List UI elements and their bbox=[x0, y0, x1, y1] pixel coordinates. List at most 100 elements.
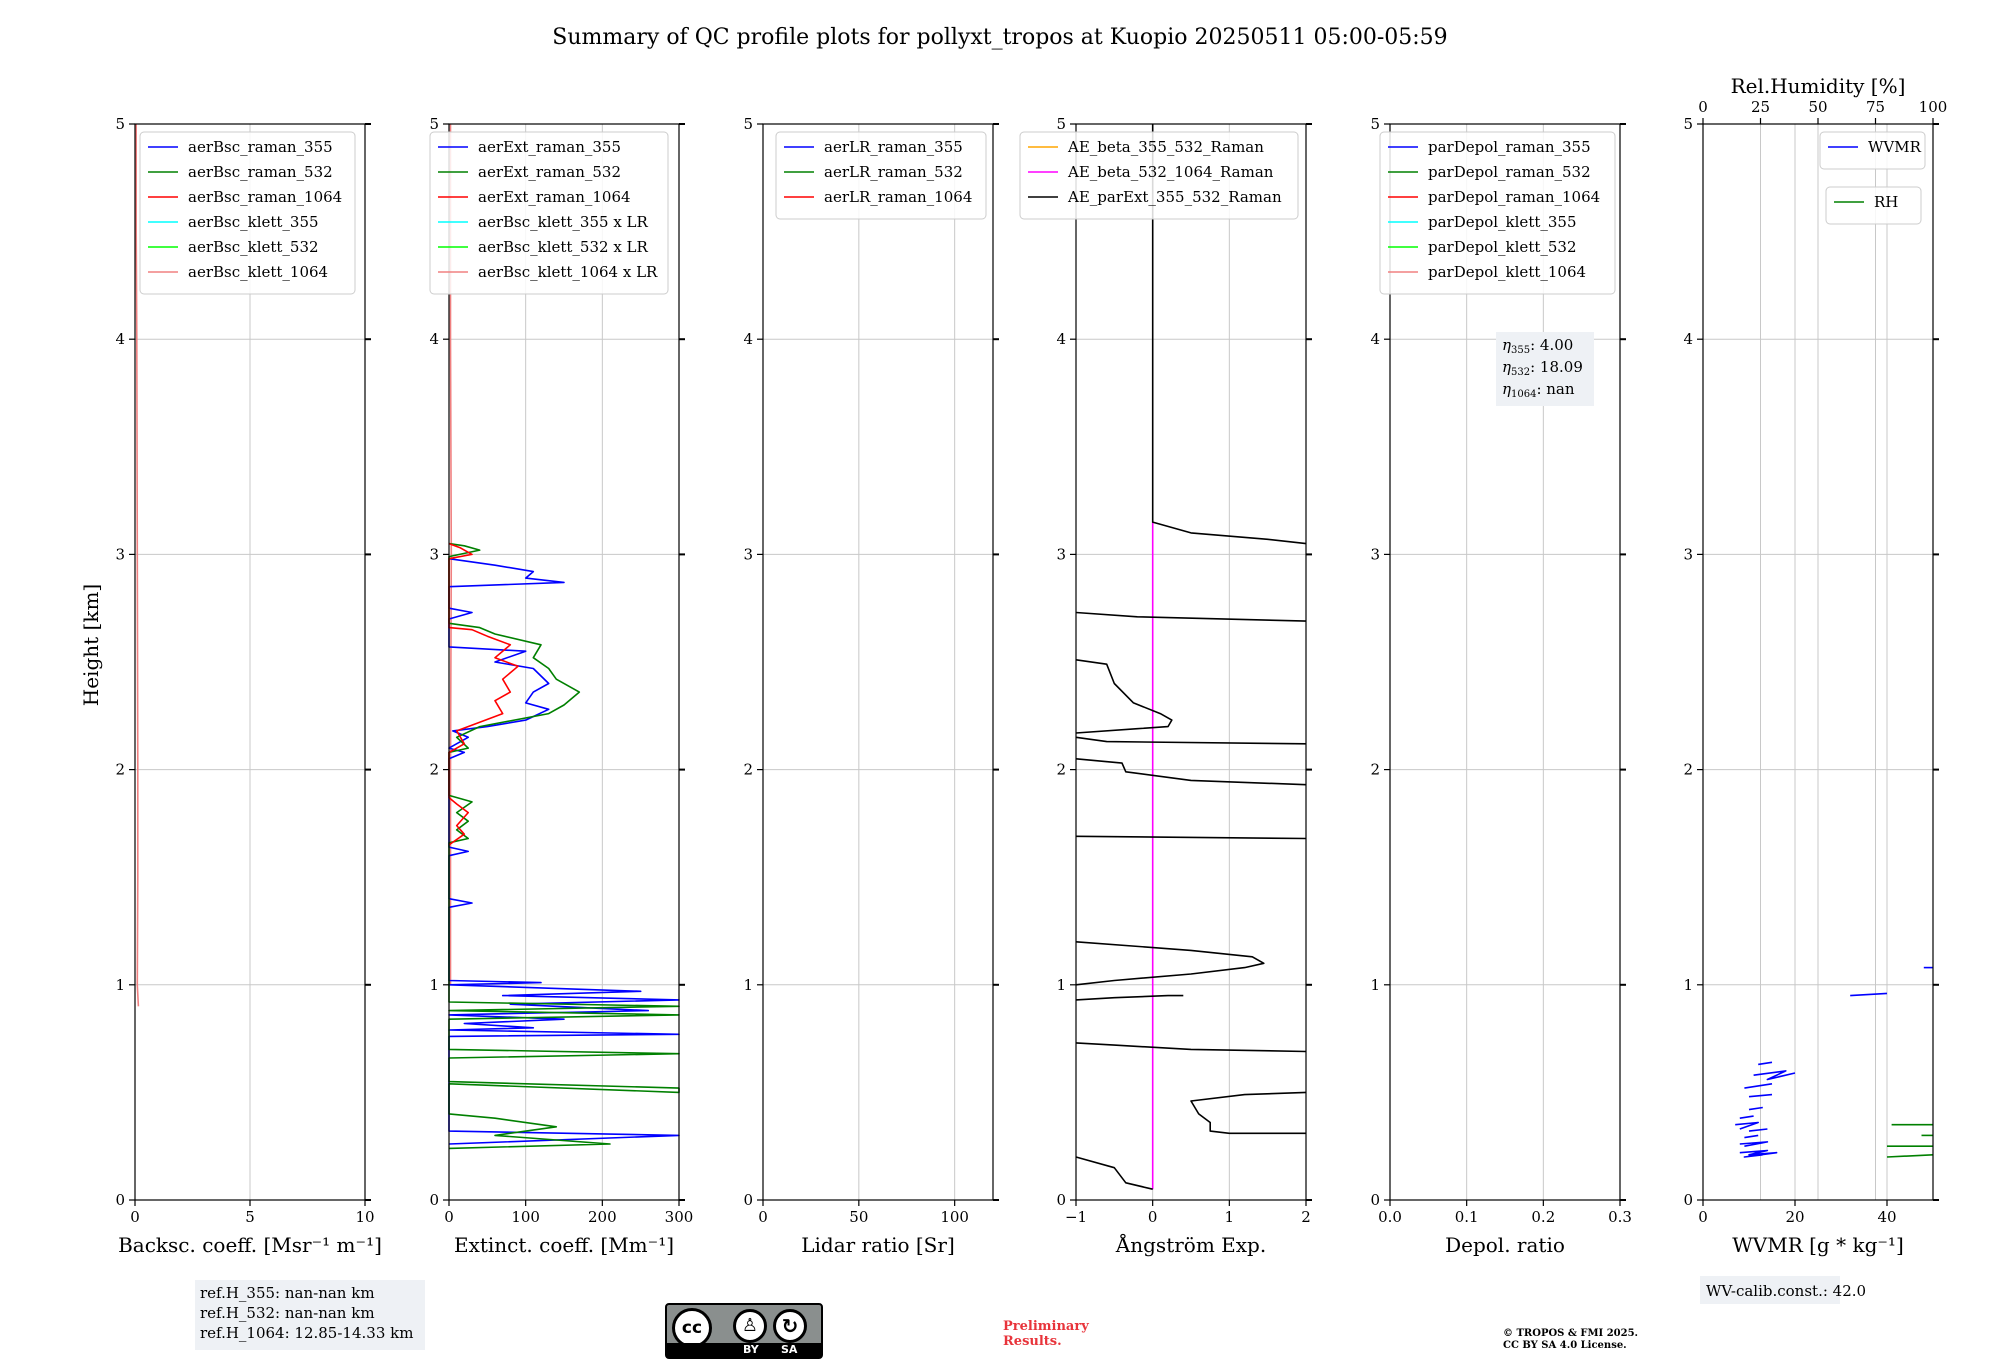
series-AE_parExt_355_532_Raman bbox=[1151, 124, 1307, 545]
plot-frame bbox=[1075, 123, 1307, 1201]
series-WVMR bbox=[1739, 1149, 1778, 1158]
top-x-tick-label: 75 bbox=[1866, 98, 1885, 116]
y-tick-label: 1 bbox=[429, 976, 439, 994]
y-tick-label: 2 bbox=[1056, 761, 1066, 779]
series-AE_parExt_355_532_Raman bbox=[1075, 941, 1265, 986]
series-WVMR bbox=[1739, 1141, 1769, 1147]
y-tick-label: 5 bbox=[1370, 115, 1380, 133]
x-tick-label: 40 bbox=[1877, 1208, 1896, 1226]
y-tick-label: 5 bbox=[1056, 115, 1066, 133]
preliminary-results-line2: Results. bbox=[1003, 1334, 1062, 1349]
top-x-tick-label: 25 bbox=[1751, 98, 1770, 116]
panel-5: 0.0 0.1 0.2 0.3 0 1 2 3 4 5 Depol. ratio parDepol_r… bbox=[1370, 115, 1631, 1257]
y-tick-label: 1 bbox=[1370, 976, 1380, 994]
copyright-line1: © TROPOS & FMI 2025. bbox=[1503, 1328, 1638, 1339]
series-aerExt_raman_1064 bbox=[448, 542, 519, 846]
top-x-axis-label: Rel.Humidity [%] bbox=[1731, 74, 1906, 98]
x-tick-label: 0.2 bbox=[1531, 1208, 1555, 1226]
eta-box bbox=[1496, 332, 1594, 406]
legend-box bbox=[1819, 131, 1926, 170]
x-axis-label: Ångström Exp. bbox=[1115, 1232, 1266, 1257]
legend-label: aerLR_raman_532 bbox=[824, 163, 963, 181]
plot-frame bbox=[448, 123, 680, 1201]
legend-label: aerBsc_klett_532 bbox=[188, 238, 319, 256]
legend-label: aerBsc_klett_355 x LR bbox=[478, 213, 649, 231]
x-axis-label: Lidar ratio [Sr] bbox=[801, 1233, 955, 1257]
series-AE_parExt_355_532_Raman bbox=[1190, 1091, 1307, 1135]
y-tick-label: 3 bbox=[115, 545, 125, 563]
series-WVMR bbox=[1753, 1070, 1796, 1081]
legend-box-rh bbox=[1825, 186, 1922, 225]
legend-label: aerExt_raman_532 bbox=[478, 163, 621, 181]
y-tick-label: 5 bbox=[115, 115, 125, 133]
ref-height-532: ref.H_532: nan-nan km bbox=[200, 1304, 375, 1322]
series-RH bbox=[1886, 1154, 1934, 1158]
top-x-tick-label: 50 bbox=[1808, 98, 1827, 116]
y-tick-label: 0 bbox=[1370, 1191, 1380, 1209]
series-WVMR bbox=[1735, 1121, 1759, 1130]
x-axis-label: WVMR [g * kg⁻¹] bbox=[1732, 1233, 1904, 1257]
legend-box bbox=[775, 131, 987, 220]
legend-label: WVMR bbox=[1868, 138, 1922, 156]
series-AE_parExt_355_532_Raman bbox=[1075, 1042, 1307, 1053]
series-WVMR bbox=[1758, 1061, 1773, 1066]
top-x-tick-label: 0 bbox=[1698, 98, 1708, 116]
eta-532: η532: 18.09 bbox=[1502, 358, 1583, 378]
top-x-tick-label: 100 bbox=[1919, 98, 1948, 116]
y-tick-label: 0 bbox=[429, 1191, 439, 1209]
eta-1064: η1064: nan bbox=[1502, 380, 1575, 400]
legend-label: aerExt_raman_355 bbox=[478, 138, 621, 156]
x-tick-label: 0.1 bbox=[1455, 1208, 1479, 1226]
x-tick-label: 20 bbox=[1785, 1208, 1804, 1226]
x-axis-label: Extinct. coeff. [Mm⁻¹] bbox=[454, 1233, 674, 1257]
legend-label: aerBsc_raman_355 bbox=[188, 138, 333, 156]
x-tick-label: 0 bbox=[130, 1208, 140, 1226]
legend-box bbox=[1019, 131, 1299, 220]
by-label: BY bbox=[743, 1343, 759, 1356]
legend-label: aerExt_raman_1064 bbox=[478, 188, 631, 206]
x-tick-label: 100 bbox=[511, 1208, 540, 1226]
preliminary-results-line1: Preliminary bbox=[1003, 1319, 1089, 1334]
copyright-line2: CC BY SA 4.0 License. bbox=[1503, 1340, 1627, 1351]
y-tick-label: 4 bbox=[1683, 330, 1693, 348]
legend-label: AE_parExt_355_532_Raman bbox=[1067, 188, 1282, 206]
legend-label: AE_beta_355_532_Raman bbox=[1067, 138, 1264, 156]
series-AE_parExt_355_532_Raman bbox=[1075, 736, 1307, 745]
y-tick-label: 2 bbox=[429, 761, 439, 779]
y-tick-label: 5 bbox=[743, 115, 753, 133]
series-WVMR bbox=[1748, 1106, 1763, 1111]
eta-value: : 4.00 bbox=[1530, 336, 1573, 354]
y-tick-label: 2 bbox=[1683, 761, 1693, 779]
y-tick-label: 0 bbox=[115, 1191, 125, 1209]
wv-calib-box bbox=[1700, 1276, 1840, 1304]
legend-label: RH bbox=[1874, 193, 1898, 211]
wv-calib-const: WV-calib.const.: 42.0 bbox=[1706, 1282, 1866, 1300]
legend-label: parDepol_raman_1064 bbox=[1428, 188, 1600, 206]
x-tick-label: −1 bbox=[1065, 1208, 1087, 1226]
legend-label: aerBsc_raman_532 bbox=[188, 163, 333, 181]
y-tick-label: 1 bbox=[115, 976, 125, 994]
y-tick-label: 1 bbox=[1683, 976, 1693, 994]
x-tick-label: 100 bbox=[940, 1208, 969, 1226]
cc-icon: cc bbox=[672, 1308, 712, 1348]
y-tick-label: 2 bbox=[743, 761, 753, 779]
legend-box bbox=[139, 131, 356, 295]
y-tick-label: 3 bbox=[1370, 545, 1380, 563]
y-tick-label: 4 bbox=[115, 330, 125, 348]
legend-box bbox=[429, 131, 669, 295]
series-WVMR bbox=[1748, 1128, 1768, 1132]
y-tick-label: 0 bbox=[1056, 1191, 1066, 1209]
plot-frame bbox=[762, 123, 994, 1201]
shared-height-label: Height [km] bbox=[79, 584, 103, 706]
legend-label: parDepol_klett_355 bbox=[1428, 213, 1577, 231]
series-WVMR bbox=[1739, 1115, 1754, 1119]
x-tick-label: 0.3 bbox=[1608, 1208, 1632, 1226]
panel-2: 0 100 200 300 0 1 2 3 4 5 Extinct. coeff. [Mm⁻¹] ae… bbox=[429, 115, 693, 1257]
series-aerBsc_klett_1064 bbox=[135, 124, 140, 1007]
y-tick-label: 3 bbox=[743, 545, 753, 563]
legend-label: aerBsc_raman_1064 bbox=[188, 188, 342, 206]
